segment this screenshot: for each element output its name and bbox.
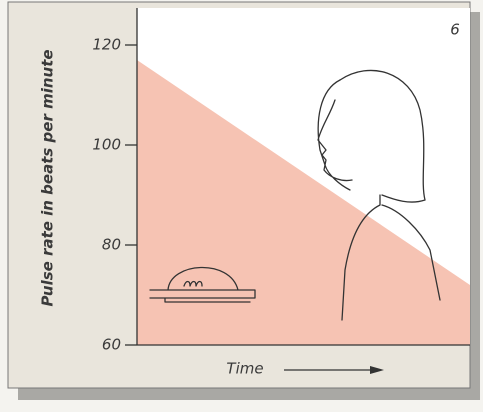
device-coil	[183, 280, 203, 287]
panel-number: 6	[450, 21, 460, 39]
area	[137, 60, 470, 345]
y-tick-label: 100	[92, 136, 121, 154]
woman-face	[317, 79, 353, 191]
y-tick-label: 120	[92, 36, 121, 54]
woman-body	[339, 69, 441, 321]
y-tick-label: 80	[102, 236, 121, 254]
illustration	[149, 69, 441, 321]
time-arrow-head	[370, 366, 384, 374]
plot	[137, 60, 470, 345]
y-tick-label: 60	[102, 336, 121, 354]
y-axis-label: Pulse rate in beats per minute	[39, 49, 57, 306]
x-axis-label: Time	[226, 360, 263, 378]
monitor-device	[149, 266, 256, 303]
